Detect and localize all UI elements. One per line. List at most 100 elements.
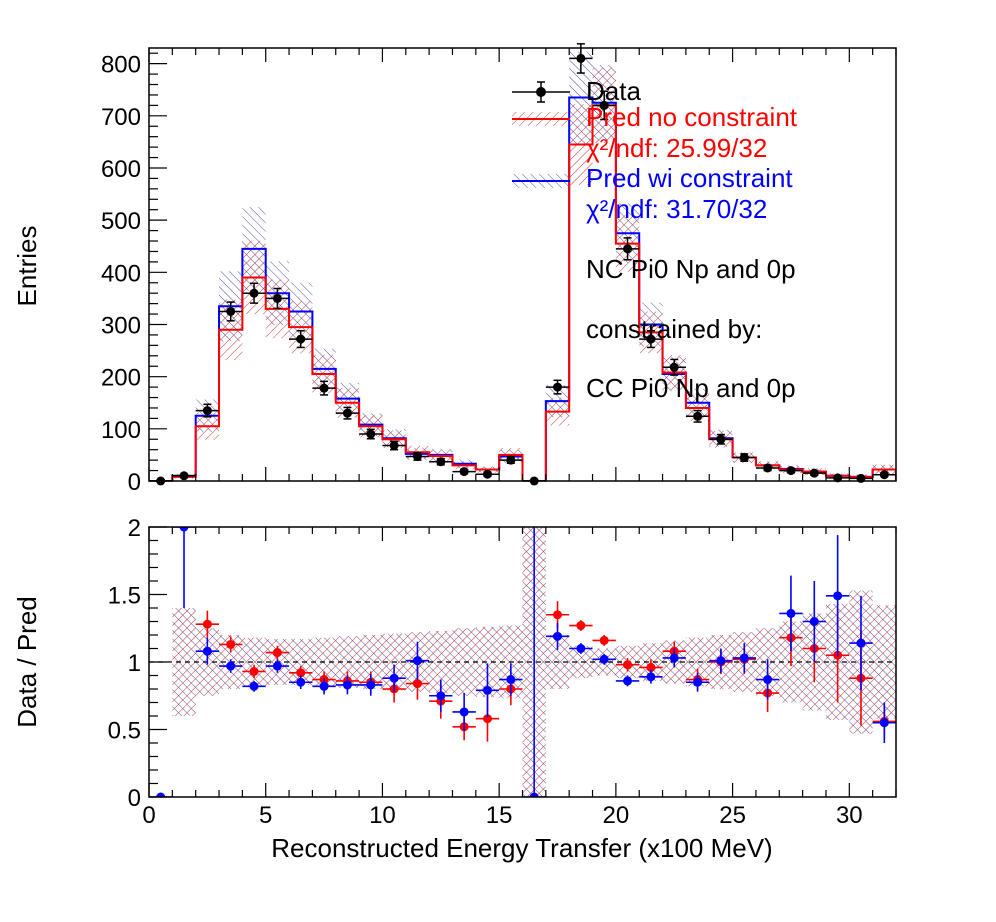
- data-point: [475, 469, 500, 479]
- data-point: [405, 451, 430, 461]
- ratio-band-red: [475, 626, 500, 698]
- legend-blue-symbol: [512, 174, 570, 188]
- ratio-point-blue: [195, 637, 220, 665]
- y-tick-label: 100: [101, 417, 141, 444]
- ratio-point-blue: [359, 674, 383, 696]
- legend-red-symbol: [512, 112, 570, 126]
- data-point: [755, 463, 780, 473]
- annotation-cc-pi0: CC Pi0 Np and 0p: [586, 373, 796, 403]
- data-point: [872, 470, 896, 480]
- y-tick-label: 300: [101, 312, 141, 339]
- ratio-band-red: [872, 605, 896, 719]
- top-y-axis: 0 100 200 300 400 500 600 700 800: [101, 52, 167, 496]
- data-point: [685, 409, 710, 423]
- ratio-point-blue: [312, 678, 336, 695]
- annotation-nc-pi0: NC Pi0 Np and 0p: [586, 254, 796, 284]
- data-point: [802, 468, 826, 478]
- data-point: [289, 330, 313, 349]
- data-point: [359, 428, 383, 440]
- top-panel: 0 100 200 300 400 500 600 700 800 Entries Data P…: [12, 43, 897, 496]
- x-tick-label: 10: [369, 802, 396, 829]
- data-point: [452, 467, 476, 477]
- ratio-point-red: [615, 657, 640, 672]
- y-tick-label: 200: [101, 365, 141, 392]
- data-point: [499, 455, 523, 465]
- ratio-band-red: [359, 635, 383, 689]
- annotation-constrained-by: constrained by:: [586, 314, 762, 344]
- ratio-band-red: [569, 645, 593, 679]
- bottom-uncertainty-bands: [172, 527, 896, 797]
- legend: Data Pred no constraint χ²/ndf: 25.99/32…: [512, 76, 798, 403]
- ratio-point-blue: [615, 675, 640, 687]
- data-point: [615, 237, 640, 261]
- ratio-point-blue: [265, 659, 290, 673]
- ratio-point-blue: [499, 663, 523, 696]
- data-point: [242, 282, 266, 304]
- ratio-point-blue: [802, 581, 826, 662]
- ratio-point-blue: [732, 643, 756, 673]
- data-point: [662, 358, 686, 376]
- top-data-points: [149, 43, 896, 486]
- legend-red-chi2: χ²/ndf: 25.99/32: [586, 133, 767, 163]
- x-tick-label: 25: [719, 802, 746, 829]
- y-tick-label: 700: [101, 104, 141, 131]
- ratio-point-blue: [382, 664, 406, 692]
- x-tick-label: 15: [486, 802, 513, 829]
- ratio-point-red: [195, 610, 220, 638]
- ratio-band-red: [242, 637, 266, 687]
- ratio-point-red: [569, 620, 593, 631]
- data-point: [335, 406, 360, 420]
- bottom-panel: 0 0.5 1 1.5 2 0 5 10 15 20 25 30 Data / Pred Recon…: [12, 515, 897, 863]
- ratio-point-blue: [779, 575, 803, 652]
- data-point: [172, 471, 196, 481]
- ratio-point-blue: [219, 659, 243, 673]
- ratio-point-blue: [452, 693, 476, 731]
- data-point: [825, 473, 850, 483]
- data-point: [639, 330, 663, 349]
- top-x-axis: [148, 48, 897, 481]
- bottom-y-axis-title: Data / Pred: [12, 596, 42, 728]
- ratio-point-blue: [335, 675, 360, 695]
- y-tick-label: 0: [128, 469, 141, 496]
- y-tick-label: 600: [101, 156, 141, 183]
- x-tick-label: 20: [603, 802, 630, 829]
- y-tick-label: 400: [101, 260, 141, 287]
- ratio-point-blue: [242, 680, 266, 692]
- bottom-ratio-points: [149, 527, 896, 797]
- ratio-band-red: [685, 637, 710, 687]
- ratio-point-blue: [639, 670, 663, 684]
- y-tick-label: 800: [101, 52, 141, 79]
- data-point: [429, 457, 453, 467]
- legend-blue-chi2: χ²/ndf: 31.70/32: [586, 194, 767, 224]
- ratio-point-blue: [429, 679, 453, 712]
- top-y-axis-title: Entries: [12, 226, 42, 307]
- data-point: [195, 403, 220, 418]
- data-point: [382, 440, 406, 451]
- y-tick-label: 0.5: [108, 718, 141, 745]
- data-point: [312, 380, 336, 396]
- ratio-point-blue: [662, 648, 686, 668]
- x-tick-label: 5: [259, 802, 272, 829]
- ratio-point-red: [242, 664, 266, 679]
- data-point: [219, 301, 243, 322]
- ratio-point-blue: [709, 648, 733, 673]
- y-tick-label: 2: [128, 515, 141, 542]
- data-point: [732, 453, 756, 463]
- ratio-point-blue: [475, 663, 500, 718]
- y-tick-label: 1.5: [108, 583, 141, 610]
- data-point: [779, 466, 803, 476]
- ratio-point-blue: [825, 535, 850, 657]
- bottom-x-axis: 0 5 10 15 20 25 30: [142, 527, 897, 829]
- ratio-point-blue: [569, 643, 593, 654]
- ratio-point-blue: [849, 595, 873, 691]
- ratio-point-blue: [545, 622, 570, 650]
- ratio-band-red: [172, 608, 196, 716]
- y-tick-label: 0: [128, 785, 141, 812]
- ratio-point-red: [592, 635, 616, 646]
- data-point: [709, 433, 733, 445]
- bottom-y-axis: 0 0.5 1 1.5 2: [108, 515, 167, 812]
- ratio-point-blue: [289, 675, 313, 689]
- y-tick-label: 500: [101, 208, 141, 235]
- legend-blue-label: Pred wi constraint: [586, 163, 793, 193]
